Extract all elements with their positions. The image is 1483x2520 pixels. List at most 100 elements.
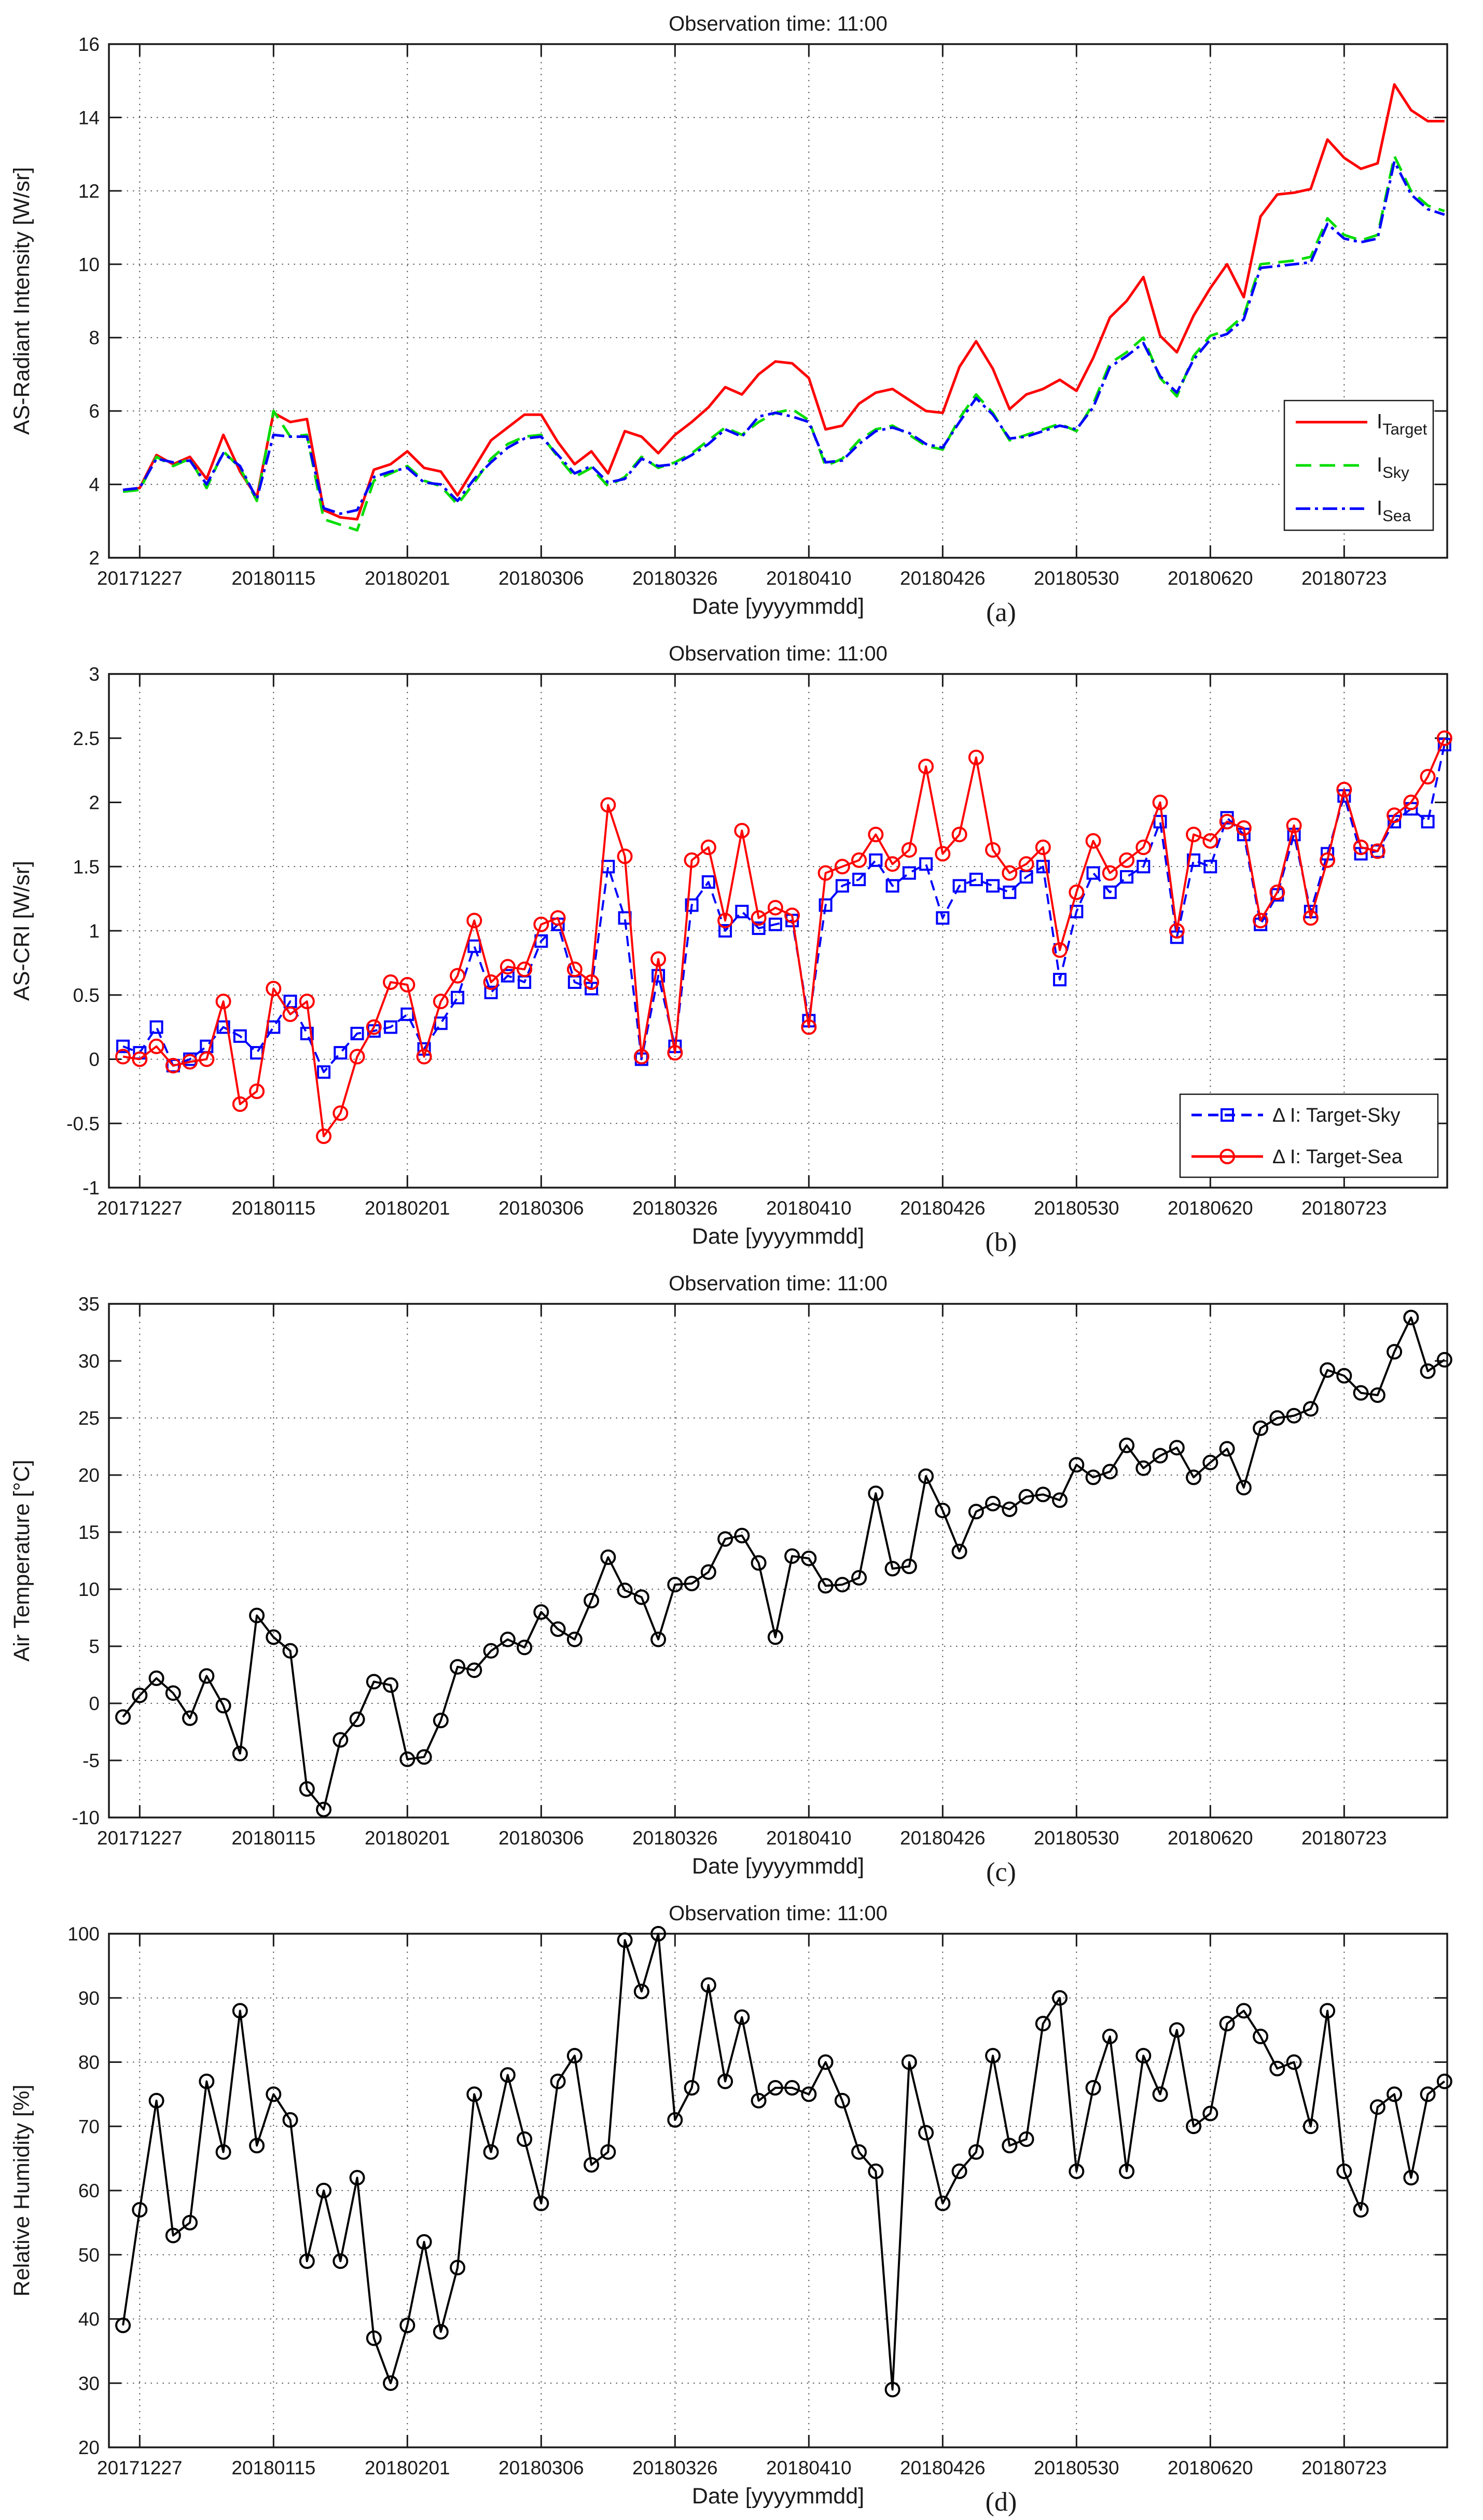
marker-circle — [968, 749, 984, 765]
marker-circle — [266, 2086, 282, 2102]
marker-circle — [1169, 1440, 1185, 1456]
marker-circle — [550, 2073, 566, 2089]
marker-circle — [617, 1582, 633, 1599]
marker-circle — [1169, 2022, 1185, 2038]
x-tick-label: 20180426 — [900, 1197, 986, 1219]
marker-circle — [316, 1128, 332, 1144]
marker-circle — [935, 1503, 951, 1519]
marker-circle — [1202, 833, 1218, 849]
x-tick-label: 20180115 — [231, 2457, 315, 2478]
x-tick-label: 20180723 — [1301, 568, 1387, 589]
x-tick-label: 20180410 — [766, 1197, 852, 1219]
marker-circle — [249, 1083, 265, 1099]
marker-circle — [533, 1604, 549, 1620]
panel-c: 20171227 20180115 20180201 20180306 20180326… — [0, 1260, 1483, 1890]
marker-circle — [901, 842, 917, 858]
marker-square — [652, 969, 666, 983]
marker-circle — [1152, 794, 1168, 810]
x-tick-label: 20180620 — [1168, 2457, 1253, 2478]
y-tick-label: 40 — [78, 2309, 100, 2330]
x-tick-label: 20171227 — [97, 1827, 183, 1849]
marker-circle — [249, 2138, 265, 2154]
marker-circle — [834, 859, 850, 875]
panel-title: Observation time: 11:00 — [669, 1272, 888, 1295]
marker-circle — [500, 2067, 516, 2083]
x-tick-label: 20180326 — [632, 568, 718, 589]
marker-circle — [1387, 2086, 1403, 2102]
marker-circle — [349, 1711, 365, 1727]
marker-circle — [834, 1577, 850, 1593]
marker-circle — [1135, 2048, 1152, 2064]
marker-circle — [466, 1662, 482, 1678]
marker-circle — [1269, 2060, 1285, 2076]
marker-circle — [884, 1561, 900, 1577]
x-tick-label: 20180201 — [365, 1827, 450, 1849]
marker-circle — [232, 1745, 248, 1761]
y-tick-label: 6 — [89, 401, 100, 422]
marker-circle — [1253, 1420, 1269, 1436]
panel-b-root: 20171227 20180115 20180201 20180306 20180326… — [0, 630, 1483, 1260]
marker-circle — [316, 1801, 332, 1817]
marker-circle — [483, 2144, 499, 2160]
marker-square — [869, 853, 883, 867]
marker-circle — [1119, 1437, 1135, 1453]
marker-circle — [868, 827, 884, 843]
y-tick-label: 0 — [89, 1049, 100, 1070]
y-tick-label: 12 — [78, 181, 100, 202]
marker-circle — [901, 1559, 917, 1574]
marker-circle — [517, 1640, 533, 1656]
y-axis-label: Relative Humidity [%] — [9, 2085, 34, 2297]
marker-circle — [1387, 1344, 1403, 1360]
y-tick-label: 90 — [78, 1988, 100, 2009]
series-line-delta_target_sea — [122, 738, 1446, 1137]
y-tick-label: 5 — [89, 1636, 100, 1657]
marker-square — [835, 879, 849, 893]
marker-circle — [1436, 2073, 1452, 2089]
marker-circle — [266, 1629, 282, 1645]
marker-circle — [600, 797, 616, 813]
marker-square — [936, 911, 950, 925]
marker-square — [919, 857, 933, 871]
marker-circle — [700, 839, 716, 856]
marker-circle — [199, 1668, 215, 1684]
marker-circle — [684, 1576, 700, 1591]
marker-circle — [1353, 2202, 1369, 2218]
marker-square — [969, 873, 983, 886]
marker-square — [952, 879, 966, 893]
marker-circle — [550, 1621, 566, 1637]
x-tick-label: 20180306 — [498, 568, 584, 589]
marker-circle — [1052, 1492, 1068, 1508]
marker-circle — [767, 2080, 783, 2096]
marker-circle — [817, 865, 834, 881]
x-tick-label: 20180723 — [1301, 1827, 1387, 1849]
panel-background — [0, 0, 1483, 630]
marker-circle — [1353, 1385, 1369, 1401]
marker-circle — [1403, 1310, 1419, 1326]
legend-label-delta_target_sky: Δ I: Target-Sky — [1272, 1105, 1400, 1126]
y-tick-label: 10 — [78, 254, 100, 275]
marker-circle — [165, 1057, 181, 1073]
axes — [108, 43, 1448, 559]
marker-square — [768, 917, 782, 931]
x-tick-label: 20180410 — [766, 2457, 852, 2478]
marker-circle — [801, 1550, 817, 1566]
marker-circle — [165, 2227, 181, 2243]
marker-circle — [1436, 1352, 1452, 1368]
marker-circle — [1436, 730, 1452, 746]
marker-circle — [383, 974, 399, 990]
marker-circle — [633, 1589, 649, 1605]
marker-square — [300, 1027, 314, 1040]
marker-circle — [1286, 1408, 1302, 1424]
marker-circle — [901, 2054, 917, 2070]
marker-circle — [1286, 818, 1302, 834]
series-delta_target_sea — [115, 730, 1452, 1144]
axes — [108, 1303, 1448, 1819]
marker-circle — [717, 913, 733, 929]
marker-square — [986, 879, 1000, 893]
marker-circle — [450, 968, 466, 984]
marker-circle — [349, 2170, 365, 2186]
y-tick-label: 50 — [78, 2244, 100, 2266]
marker-circle — [1302, 1401, 1319, 1417]
marker-circle — [483, 974, 499, 990]
marker-circle — [399, 1751, 415, 1767]
